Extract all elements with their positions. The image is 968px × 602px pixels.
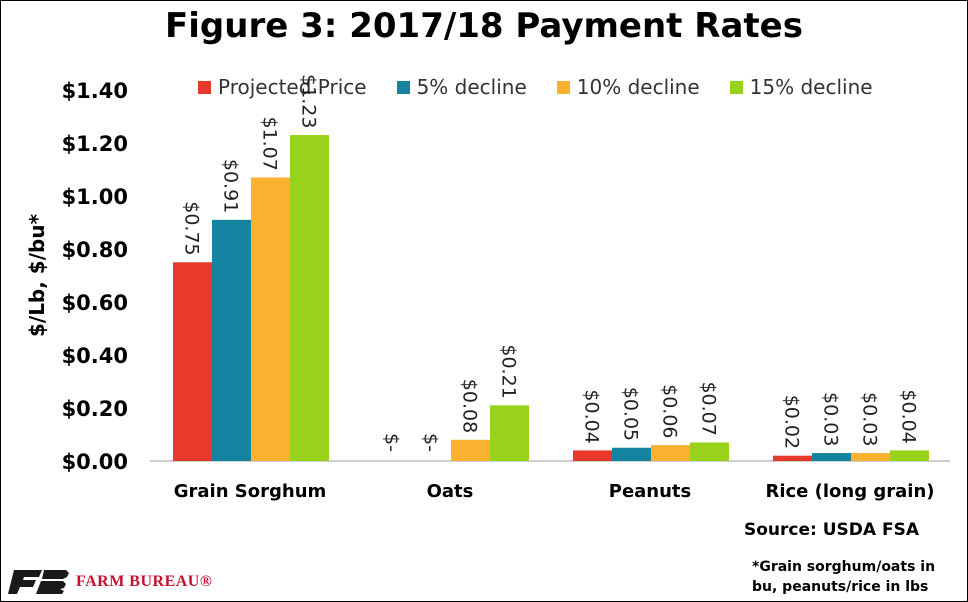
y-axis-label: $/Lb, $/bu* (25, 213, 49, 337)
legend-label: 10% decline (576, 75, 700, 99)
bar (173, 262, 212, 461)
legend-item-1: 5% decline (396, 75, 527, 99)
legend-label: 5% decline (416, 75, 527, 99)
bar (451, 439, 490, 461)
legend-item-2: 10% decline (556, 75, 700, 99)
bar (851, 453, 890, 461)
y-tick-label: $0.20 (62, 397, 128, 421)
bar (812, 453, 851, 461)
x-tick-label: Rice (long grain) (765, 481, 934, 502)
y-tick-label: $0.40 (62, 344, 128, 368)
footnote: *Grain sorghum/oats in bu, peanuts/rice … (752, 559, 936, 595)
farm-bureau-logo-icon (8, 570, 69, 594)
bar (212, 219, 251, 461)
legend-item-3: 15% decline (729, 75, 873, 99)
x-tick-label: Grain Sorghum (174, 481, 327, 502)
bar (251, 177, 290, 461)
legend-label: 15% decline (749, 75, 873, 99)
legend-label: Projected Price (218, 75, 367, 99)
bar (890, 450, 929, 461)
bar (651, 445, 690, 461)
data-label: $- (381, 433, 403, 452)
data-label: $- (420, 433, 442, 452)
legend-item-0: Projected Price (198, 75, 367, 99)
legend-swatch (198, 80, 211, 94)
bar (690, 442, 729, 461)
x-tick-label: Oats (427, 481, 474, 502)
y-tick-label: $1.00 (62, 185, 128, 209)
data-label: $0.75 (181, 201, 203, 255)
bar (490, 405, 529, 461)
y-tick-label: $0.80 (62, 238, 128, 262)
farm-bureau-logo: FARM BUREAU® (8, 568, 212, 596)
data-label: $0.03 (820, 392, 842, 446)
data-label: $0.04 (581, 389, 603, 443)
y-tick-label: $1.20 (62, 132, 128, 156)
legend-swatch (729, 80, 743, 94)
data-label: $0.08 (459, 379, 481, 433)
legend-swatch (396, 80, 410, 94)
bar (290, 135, 329, 462)
data-label: $0.05 (620, 387, 642, 441)
source-note: Source: USDA FSA (744, 520, 919, 540)
bar (612, 447, 651, 461)
chart-title: Figure 3: 2017/18 Payment Rates (165, 6, 803, 46)
x-tick-label: Peanuts (609, 481, 692, 502)
data-label: $0.91 (220, 159, 242, 213)
data-label: $0.07 (698, 381, 720, 435)
farm-bureau-logo-text: FARM BUREAU® (76, 573, 213, 590)
legend-swatch (556, 80, 570, 94)
data-label: $0.02 (781, 395, 803, 449)
data-label: $0.04 (898, 389, 920, 443)
bar (773, 455, 812, 461)
data-label: $0.03 (859, 392, 881, 446)
data-label: $1.07 (259, 116, 281, 170)
data-label: $1.23 (298, 74, 320, 128)
y-tick-label: $0.60 (62, 291, 128, 315)
data-label: $0.06 (659, 384, 681, 438)
y-tick-label: $1.40 (62, 79, 128, 103)
bar (573, 450, 612, 461)
data-label: $0.21 (498, 344, 520, 398)
chart-legend: Projected Price 5% decline 10% decline 15% … (198, 75, 903, 99)
y-tick-label: $0.00 (62, 450, 128, 474)
